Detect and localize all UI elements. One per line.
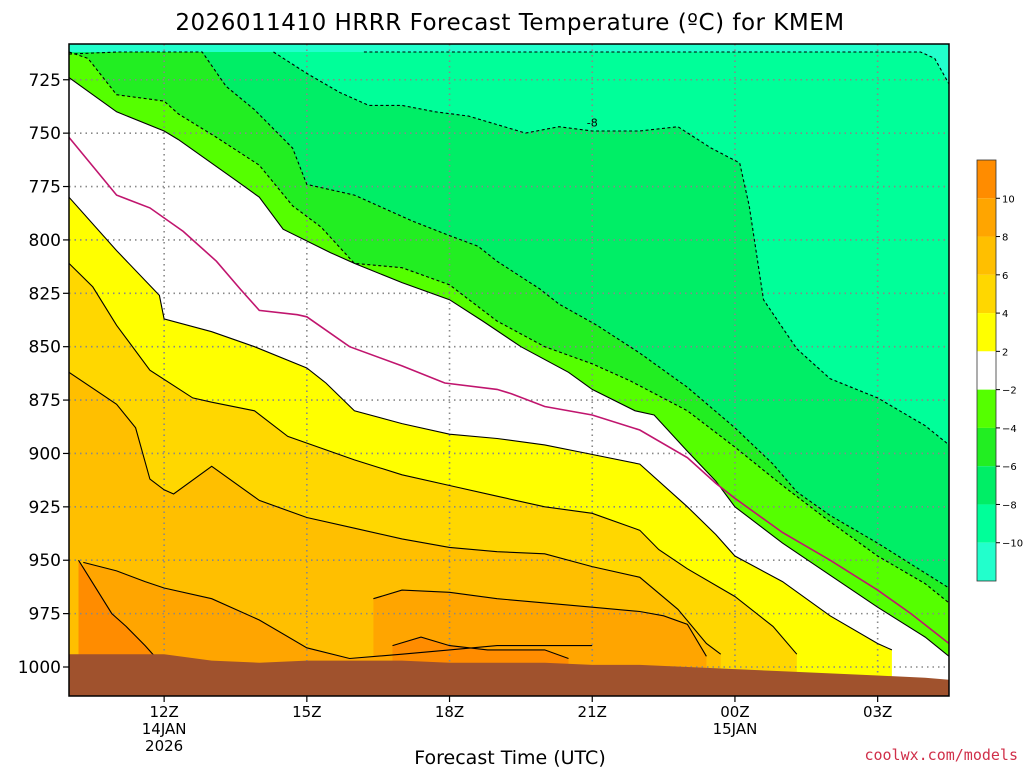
isotherm-6 xyxy=(69,371,722,655)
y-tick-label: 825 xyxy=(29,284,61,304)
isotherm--8 xyxy=(273,51,949,446)
colorbar-tick-label: 4 xyxy=(1002,309,1008,320)
colorbar-frame xyxy=(976,159,997,582)
colorbar-bin xyxy=(977,236,996,275)
colorbar-bin xyxy=(977,274,996,314)
temperature-fills xyxy=(69,44,949,696)
colorbar-bin xyxy=(977,351,996,390)
colorbar-bin xyxy=(977,160,996,199)
y-tick-label: 875 xyxy=(29,391,61,411)
y-tick-label: 975 xyxy=(29,605,61,625)
colorbar-bin xyxy=(977,389,996,428)
isotherm--6 xyxy=(69,51,949,589)
y-tick-label: 750 xyxy=(29,124,61,144)
colorbar: 10 8 6 4 2 −2 −4 −6 −8 −10 xyxy=(976,159,1023,582)
colorbar-tick-label: −2 xyxy=(1002,386,1017,397)
x-tick-label: 15JAN xyxy=(713,720,758,738)
colorbar-tick-label: −4 xyxy=(1002,424,1017,435)
isotherm-2 xyxy=(69,196,893,651)
colorbar-tick-label: 8 xyxy=(1002,233,1008,244)
isotherm-4 xyxy=(69,263,798,655)
colorbar-tick-label: 2 xyxy=(1002,347,1008,358)
x-tick-label: 12Z xyxy=(149,703,178,721)
contour-label: -8 xyxy=(587,116,598,129)
x-tick-label: 15Z xyxy=(292,703,321,721)
colorbar-tick-label: −8 xyxy=(1002,500,1017,511)
y-tick-label: 800 xyxy=(29,231,61,251)
isotherm--2 xyxy=(69,77,949,657)
colorbar-tick-label: 10 xyxy=(1002,194,1015,205)
x-tick-label: 14JAN xyxy=(142,720,187,738)
colorbar-bin xyxy=(977,542,996,581)
x-axis-title: Forecast Time (UTC) xyxy=(414,747,605,768)
x-tick-label: 03Z xyxy=(863,703,892,721)
watermark: coolwx.com/models xyxy=(864,746,1018,764)
y-tick-label: 775 xyxy=(29,178,61,198)
x-tick-label: 2026 xyxy=(145,737,183,755)
y-tick-label: 950 xyxy=(29,551,61,571)
colorbar-tick-label: 6 xyxy=(1002,271,1008,282)
colorbar-bin xyxy=(977,504,996,543)
x-tick-label: 00Z xyxy=(720,703,749,721)
isotherm-0 xyxy=(69,136,949,645)
y-axis: 725 750 775 800 825 850 875 900 925 950 975 1000 xyxy=(18,71,69,678)
x-tick-label: 18Z xyxy=(435,703,464,721)
plot-area xyxy=(69,44,949,696)
colorbar-tick-label: −10 xyxy=(1002,539,1023,550)
plot-frame xyxy=(68,43,950,697)
colorbar-bin xyxy=(977,427,996,467)
y-tick-label: 900 xyxy=(29,444,61,464)
y-tick-label: 925 xyxy=(29,498,61,518)
isotherm-lines xyxy=(69,51,949,660)
x-tick-label: 21Z xyxy=(578,703,607,721)
colorbar-tick-label: −6 xyxy=(1002,462,1017,473)
y-tick-label: 850 xyxy=(29,338,61,358)
ground-surface xyxy=(69,654,949,696)
isotherm-10 xyxy=(392,636,569,660)
y-tick-label: 1000 xyxy=(18,658,61,678)
isotherm-8 xyxy=(83,561,593,660)
chart-title: 2026011410 HRRR Forecast Temperature (ºC… xyxy=(175,10,844,36)
colorbar-bin xyxy=(977,313,996,352)
isotherm--4 xyxy=(69,51,949,604)
isotherm-10 xyxy=(78,559,156,657)
colorbar-bin xyxy=(977,198,996,237)
isotherm--10 xyxy=(363,51,949,85)
isotherm-8 xyxy=(373,589,707,657)
colorbar-bin xyxy=(977,466,996,505)
y-tick-label: 725 xyxy=(29,71,61,91)
